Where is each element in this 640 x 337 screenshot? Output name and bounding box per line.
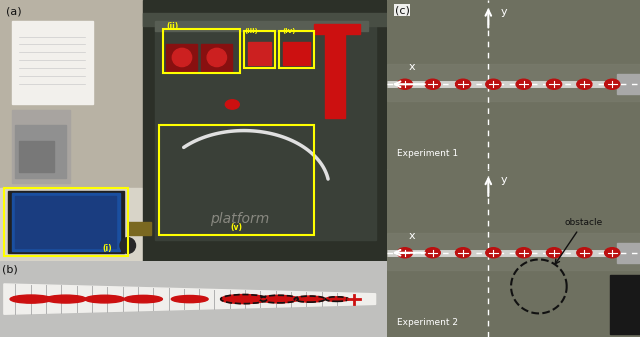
Bar	[283, 42, 310, 65]
Bar	[15, 125, 66, 178]
Circle shape	[605, 248, 620, 258]
Bar	[166, 44, 198, 70]
Bar	[15, 196, 116, 248]
Text: platform: platform	[211, 212, 269, 226]
Text: (i): (i)	[102, 244, 112, 253]
Circle shape	[85, 295, 124, 303]
Text: Experiment 1: Experiment 1	[397, 149, 458, 158]
Text: (iv): (iv)	[283, 28, 296, 34]
Bar	[0, 188, 387, 261]
Bar	[163, 29, 240, 73]
Circle shape	[294, 296, 325, 302]
Bar	[12, 110, 70, 183]
Bar	[143, 0, 387, 261]
Bar	[128, 222, 151, 235]
Bar	[202, 44, 232, 70]
Text: y: y	[500, 175, 507, 185]
Text: x: x	[409, 231, 416, 241]
Circle shape	[425, 79, 440, 89]
Bar	[19, 141, 54, 172]
Circle shape	[547, 79, 562, 89]
Circle shape	[605, 79, 620, 89]
Circle shape	[577, 248, 592, 258]
Circle shape	[259, 295, 298, 303]
Bar	[617, 243, 640, 263]
Ellipse shape	[207, 48, 227, 67]
Bar	[159, 125, 314, 235]
Bar	[155, 21, 368, 31]
Bar	[325, 26, 344, 118]
Ellipse shape	[172, 48, 191, 67]
Circle shape	[172, 296, 208, 303]
Text: (ii): (ii)	[166, 22, 179, 31]
Circle shape	[516, 79, 531, 89]
Bar	[4, 188, 128, 256]
Circle shape	[221, 295, 267, 304]
Polygon shape	[4, 284, 376, 314]
Circle shape	[325, 297, 348, 301]
Text: x: x	[409, 62, 416, 72]
Text: (c): (c)	[395, 5, 410, 15]
Circle shape	[516, 248, 531, 258]
Circle shape	[10, 295, 52, 303]
Bar	[610, 275, 640, 334]
Circle shape	[225, 100, 239, 109]
Circle shape	[486, 248, 501, 258]
Bar	[387, 233, 640, 270]
Bar	[8, 191, 124, 253]
Bar	[279, 31, 314, 68]
Bar	[155, 18, 376, 240]
Circle shape	[124, 295, 163, 303]
Circle shape	[547, 248, 562, 258]
Ellipse shape	[120, 238, 136, 253]
Text: (a): (a)	[6, 6, 21, 17]
Circle shape	[397, 79, 413, 89]
Bar	[244, 31, 275, 68]
Circle shape	[456, 79, 470, 89]
Bar	[12, 193, 120, 251]
Text: (v): (v)	[230, 223, 242, 233]
Text: obstacle: obstacle	[556, 218, 602, 264]
Bar	[143, 13, 387, 26]
Circle shape	[425, 248, 440, 258]
Circle shape	[577, 79, 592, 89]
Bar	[248, 42, 271, 65]
Text: Experiment 2: Experiment 2	[397, 318, 458, 327]
Text: (iii): (iii)	[244, 28, 258, 34]
Text: (b): (b)	[2, 264, 18, 274]
Bar	[617, 74, 640, 94]
Circle shape	[456, 248, 470, 258]
Bar	[12, 21, 93, 104]
Circle shape	[45, 295, 86, 303]
Circle shape	[397, 248, 413, 258]
Circle shape	[486, 79, 501, 89]
Bar	[387, 64, 640, 101]
Bar	[314, 24, 360, 34]
Text: y: y	[500, 7, 507, 17]
